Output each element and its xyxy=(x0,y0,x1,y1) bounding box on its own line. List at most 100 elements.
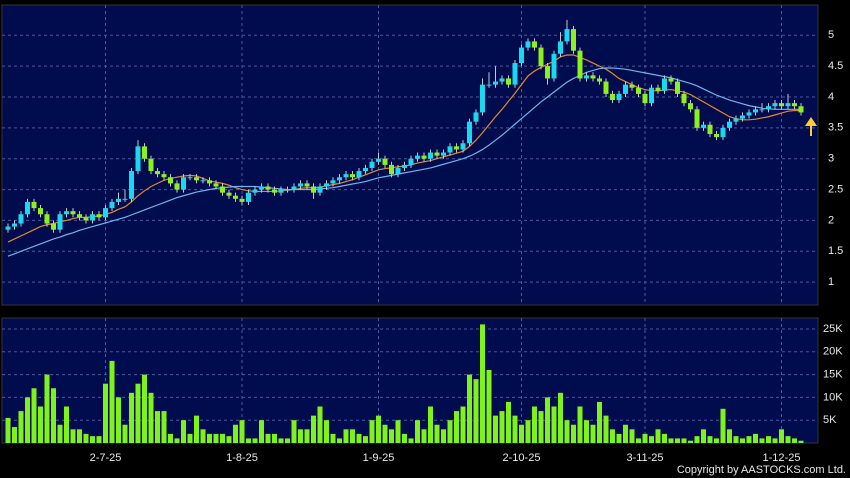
volume-bar xyxy=(226,436,232,443)
x-tick-label: 1-12-25 xyxy=(763,452,801,464)
volume-bar xyxy=(246,438,251,443)
candle-body xyxy=(571,29,576,51)
volume-bar xyxy=(694,436,700,443)
volume-bar xyxy=(51,388,56,443)
candle-body xyxy=(642,93,648,104)
candle-body xyxy=(597,78,602,82)
volume-bar xyxy=(38,406,43,443)
candle-body xyxy=(629,84,635,88)
volume-bar xyxy=(18,411,24,443)
volume-bar xyxy=(662,433,667,443)
candle-body xyxy=(714,134,719,138)
x-tick-label: 1-8-25 xyxy=(226,452,258,464)
volume-bar xyxy=(506,401,511,443)
volume-bar xyxy=(122,424,128,443)
volume-bar xyxy=(753,433,758,443)
y-tick-label: 10K xyxy=(823,391,843,403)
volume-bar xyxy=(720,408,726,443)
volume-bar xyxy=(525,420,531,443)
y-tick-label: 4 xyxy=(828,91,834,103)
candle-body xyxy=(246,192,251,202)
volume-bar xyxy=(675,438,680,443)
candle-body xyxy=(148,158,154,172)
volume-bar xyxy=(590,424,596,443)
volume-bar xyxy=(44,374,50,443)
volume-bar xyxy=(213,433,219,443)
candle-body xyxy=(155,171,160,175)
candle-body xyxy=(187,177,193,179)
y-tick-label: 3.5 xyxy=(828,122,843,134)
volume-bar xyxy=(207,433,212,443)
volume-bar xyxy=(681,438,687,443)
candle-body xyxy=(18,214,24,224)
candle-body xyxy=(96,214,102,218)
candle-body xyxy=(77,214,82,218)
volume-bar xyxy=(577,406,583,443)
candle-body xyxy=(688,103,693,110)
volume-bar xyxy=(200,429,206,443)
volume-bar xyxy=(597,401,602,443)
volume-bar xyxy=(701,429,706,443)
candle-body xyxy=(174,183,180,190)
volume-bar xyxy=(356,433,362,443)
candle-body xyxy=(103,208,108,218)
volume-bar xyxy=(77,429,82,443)
y-tick-label: 5 xyxy=(828,29,834,41)
candle-body xyxy=(499,78,505,82)
candle-body xyxy=(70,211,76,215)
volume-bar xyxy=(798,440,804,443)
candle-body xyxy=(272,189,277,193)
volume-bar xyxy=(389,429,394,443)
candle-body xyxy=(233,195,238,199)
volume-bar xyxy=(740,438,745,443)
volume-bar xyxy=(278,438,284,443)
volume-bar xyxy=(668,438,674,443)
candle-body xyxy=(746,112,752,116)
volume-bar xyxy=(174,438,180,443)
volume-bar xyxy=(545,397,550,443)
candle-body xyxy=(532,41,537,48)
candle-body xyxy=(168,177,173,184)
candle-body xyxy=(129,171,134,199)
volume-bar xyxy=(135,383,141,443)
candle-body xyxy=(434,152,440,156)
volume-bar xyxy=(649,436,654,443)
candle-body xyxy=(480,84,485,113)
volume-bar xyxy=(395,420,401,443)
candle-body xyxy=(200,180,206,182)
volume-bar xyxy=(233,424,238,443)
volume-bar xyxy=(610,429,615,443)
volume-bar xyxy=(486,370,492,443)
candle-body xyxy=(207,180,212,184)
volume-bar xyxy=(759,438,765,443)
volume-bar xyxy=(181,420,186,443)
volume-bar xyxy=(746,436,752,443)
candle-body xyxy=(610,93,615,101)
candle-body xyxy=(220,186,225,193)
candle-body xyxy=(116,198,121,202)
candle-body xyxy=(161,174,167,178)
volume-bar xyxy=(584,420,589,443)
volume-bar xyxy=(629,429,635,443)
candle-body xyxy=(792,103,797,107)
candle-body xyxy=(558,41,563,54)
volume-bar xyxy=(129,392,134,443)
candle-body xyxy=(239,198,245,202)
volume-bar xyxy=(655,429,661,443)
volume-bar xyxy=(499,411,505,443)
candle-body xyxy=(785,103,791,107)
volume-bar xyxy=(616,433,622,443)
candle-body xyxy=(226,192,232,196)
candle-body xyxy=(109,201,115,209)
candle-body xyxy=(395,167,401,175)
volume-bar xyxy=(642,433,648,443)
candle-body xyxy=(194,177,199,181)
volume-bar xyxy=(298,429,303,443)
candle-body xyxy=(759,109,765,111)
candle-body xyxy=(415,155,420,159)
volume-bar xyxy=(493,415,498,443)
y-tick-label: 25K xyxy=(823,323,843,335)
candle-body xyxy=(668,78,674,82)
moving-average-line xyxy=(7,67,801,257)
volume-bar xyxy=(473,379,479,443)
